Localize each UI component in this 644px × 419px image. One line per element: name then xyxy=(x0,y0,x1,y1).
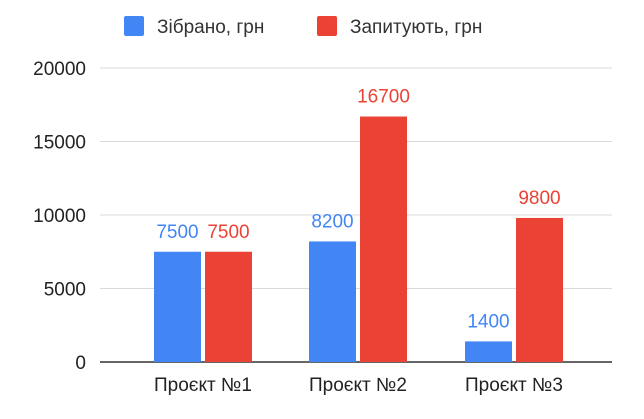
data-label: 16700 xyxy=(357,87,410,108)
x-axis: Проєкт №1 Проєкт №2 Проєкт №3 xyxy=(154,375,563,396)
legend-swatch xyxy=(317,16,337,36)
y-tick-label: 10000 xyxy=(33,206,86,227)
bar xyxy=(516,217,563,362)
legend-swatch xyxy=(124,16,144,36)
legend-label: Запитують, грн xyxy=(350,17,482,38)
bar xyxy=(465,341,512,362)
x-category-label: Проєкт №3 xyxy=(465,375,563,396)
data-label: 9800 xyxy=(518,188,560,209)
bar xyxy=(205,251,252,362)
y-tick-label: 20000 xyxy=(33,59,86,80)
legend-label: Зібрано, грн xyxy=(157,17,264,38)
bars xyxy=(154,116,563,362)
y-tick-label: 15000 xyxy=(33,133,86,154)
y-tick-label: 5000 xyxy=(44,280,86,301)
legend: Зібрано, грн Запитують, грн xyxy=(124,16,482,38)
data-labels: 7500 7500 8200 16700 1400 9800 xyxy=(156,87,560,333)
data-label: 7500 xyxy=(156,222,198,243)
x-category-label: Проєкт №1 xyxy=(154,375,252,396)
data-label: 7500 xyxy=(207,222,249,243)
data-label: 8200 xyxy=(311,211,353,232)
bar xyxy=(309,241,356,362)
x-category-label: Проєкт №2 xyxy=(309,375,407,396)
y-tick-label: 0 xyxy=(75,353,86,374)
bar xyxy=(360,116,407,362)
data-label: 1400 xyxy=(467,311,509,332)
bar xyxy=(154,251,201,362)
